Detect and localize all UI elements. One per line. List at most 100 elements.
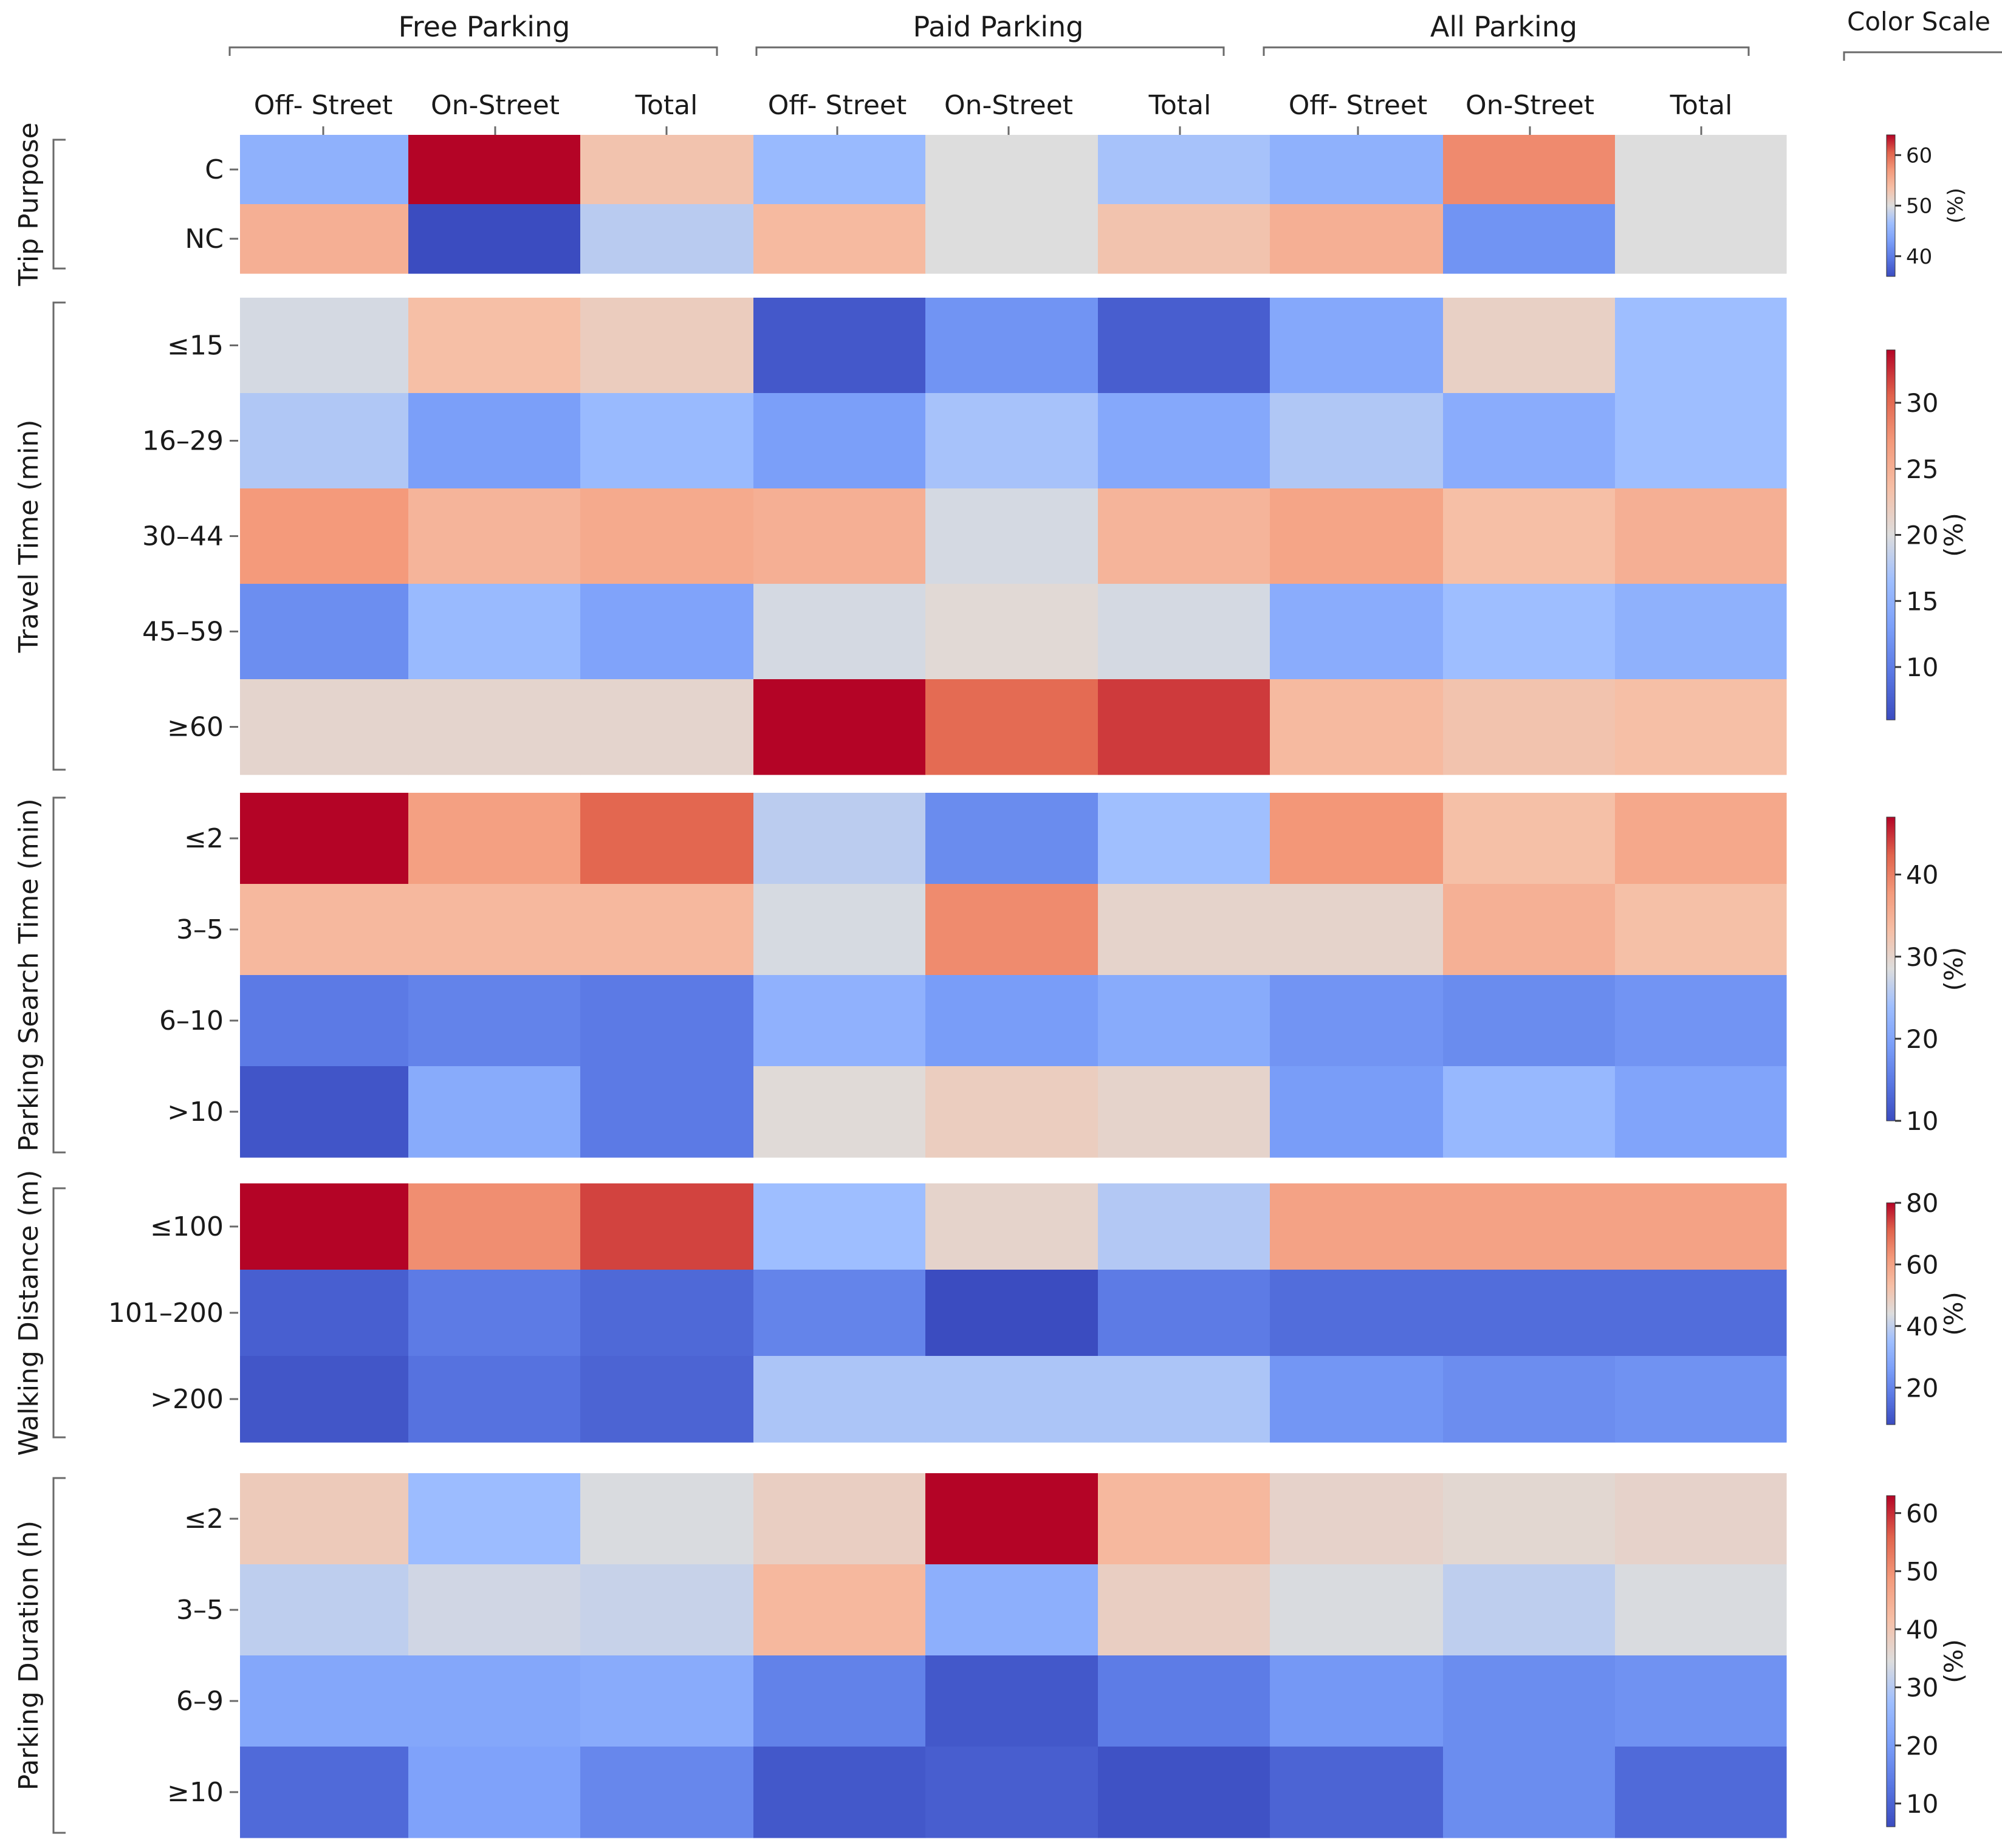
heatmap-cell (580, 793, 754, 885)
heatmap-cell (925, 1747, 1099, 1838)
column-header: On-Street (944, 90, 1073, 121)
colorbar-tick-label: 20 (1906, 1731, 1938, 1761)
heatmap-cell (753, 135, 926, 205)
panel-title: Travel Time (min) (13, 420, 44, 654)
heatmap-cell (580, 1655, 754, 1747)
heatmap-cell (1270, 584, 1444, 680)
heatmap-cell (753, 1356, 926, 1443)
row-label: NC (185, 224, 224, 255)
heatmap-cell (1443, 793, 1616, 885)
heatmap-cell (408, 793, 581, 885)
column-headers: Off- Street On-Street Total Off- Street … (254, 90, 1732, 135)
heatmap-cell (925, 793, 1099, 885)
column-header: Total (635, 90, 698, 121)
colorbar-frame (1886, 1202, 1896, 1425)
heatmap-cell (753, 1655, 926, 1747)
group-header-paid-parking: Paid Parking (913, 10, 1083, 43)
column-header: Off- Street (768, 90, 907, 121)
colorbar-tick-label: 20 (1906, 521, 1938, 550)
panel-title: Parking Search Time (min) (13, 798, 44, 1151)
group-header-free-parking: Free Parking (399, 10, 571, 43)
panel-walking-distance-m: ≤100 101–200 >200 Walking Distance (m) 20 40 6… (13, 1170, 1969, 1456)
heatmap-cell (1443, 1270, 1616, 1357)
heatmap-cell (1615, 488, 1787, 584)
group-header-all-parking: All Parking (1430, 10, 1577, 43)
heatmap-cell (580, 488, 754, 584)
column-header: Off- Street (254, 90, 393, 121)
heatmap-cell (240, 884, 409, 976)
group-bracket-all-parking (1263, 46, 1750, 56)
heatmap-cell (580, 1747, 754, 1838)
heatmap-cell (753, 1473, 926, 1565)
heatmap-cell (1443, 1183, 1616, 1270)
row-label: ≥10 (167, 1777, 224, 1808)
colorbar-tick-label: 40 (1906, 245, 1932, 269)
row-label: ≥60 (167, 712, 224, 743)
heatmap-cell (408, 1747, 581, 1838)
heatmap-cell (1443, 679, 1616, 775)
colorbar-frame (1886, 1495, 1896, 1827)
heatmap-cell (753, 298, 926, 394)
panel-bracket (52, 1477, 66, 1834)
panel-title: Walking Distance (m) (13, 1170, 44, 1456)
heatmap-cell (1615, 204, 1787, 274)
heatmap-cell (1098, 1066, 1270, 1158)
heatmap-cell (1098, 679, 1270, 775)
heatmap-cell (1270, 1564, 1444, 1656)
colorbar-tick-label: 10 (1906, 1106, 1938, 1136)
heatmap-cell (580, 884, 754, 976)
row-label: 3–5 (176, 1595, 224, 1626)
heatmap-cell (753, 1183, 926, 1270)
heatmap-cell (1443, 1655, 1616, 1747)
heatmap-cell (1615, 884, 1787, 976)
heatmap-cell (580, 298, 754, 394)
colorbar (1887, 350, 1895, 720)
heatmap-cell (1098, 298, 1270, 394)
heatmap-cell (1615, 584, 1787, 680)
colorbar-tick-label: 25 (1906, 454, 1938, 484)
heatmap-cell (925, 488, 1099, 584)
colorbar-tick-label: 60 (1906, 1250, 1938, 1280)
heatmap-cell (1443, 975, 1616, 1067)
heatmap-cell (1098, 1564, 1270, 1656)
colorbar-unit-label: (%) (1939, 1639, 1969, 1683)
heatmap-cell (240, 1066, 409, 1158)
heatmap-cell (1443, 298, 1616, 394)
heatmap-cell (408, 975, 581, 1067)
heatmap-cell (240, 679, 409, 775)
heatmap-cell (1270, 1473, 1444, 1565)
heatmap-cell (1615, 393, 1787, 489)
colorbar (1887, 817, 1895, 1121)
column-header: On-Street (1466, 90, 1594, 121)
row-label: ≤15 (167, 330, 224, 361)
heatmap-cell (580, 1183, 754, 1270)
heatmap-cell (240, 393, 409, 489)
heatmap-cell (1443, 884, 1616, 976)
heatmap-cell (1098, 793, 1270, 885)
colorbar-tick-label: 15 (1906, 586, 1938, 616)
column-group-headers: Free Parking Paid Parking All Parking Co… (228, 7, 2002, 61)
heatmap-cell (1270, 1655, 1444, 1747)
heatmap-cell (753, 204, 926, 274)
heatmap-cell (925, 1066, 1099, 1158)
heatmap-cell (1270, 1066, 1444, 1158)
heatmap-cell (1443, 1356, 1616, 1443)
heatmap-cell (1098, 204, 1270, 274)
heatmap-cell (1615, 1564, 1787, 1656)
heatmap-cell (753, 679, 926, 775)
heatmap-cell (925, 298, 1099, 394)
heatmap-cell (1098, 393, 1270, 489)
heatmap-cell (753, 975, 926, 1067)
heatmap-cell (240, 488, 409, 584)
heatmap-cell (925, 1356, 1099, 1443)
heatmap-cell (1098, 1655, 1270, 1747)
heatmap-cell (1270, 1747, 1444, 1838)
row-label: 6–10 (159, 1005, 224, 1036)
color-scale-bracket (1843, 51, 2002, 61)
colorbar-tick-label: 30 (1906, 388, 1938, 418)
row-label: ≤2 (184, 1504, 224, 1535)
heatmap-cell (1098, 584, 1270, 680)
heatmap-cell (1270, 488, 1444, 584)
